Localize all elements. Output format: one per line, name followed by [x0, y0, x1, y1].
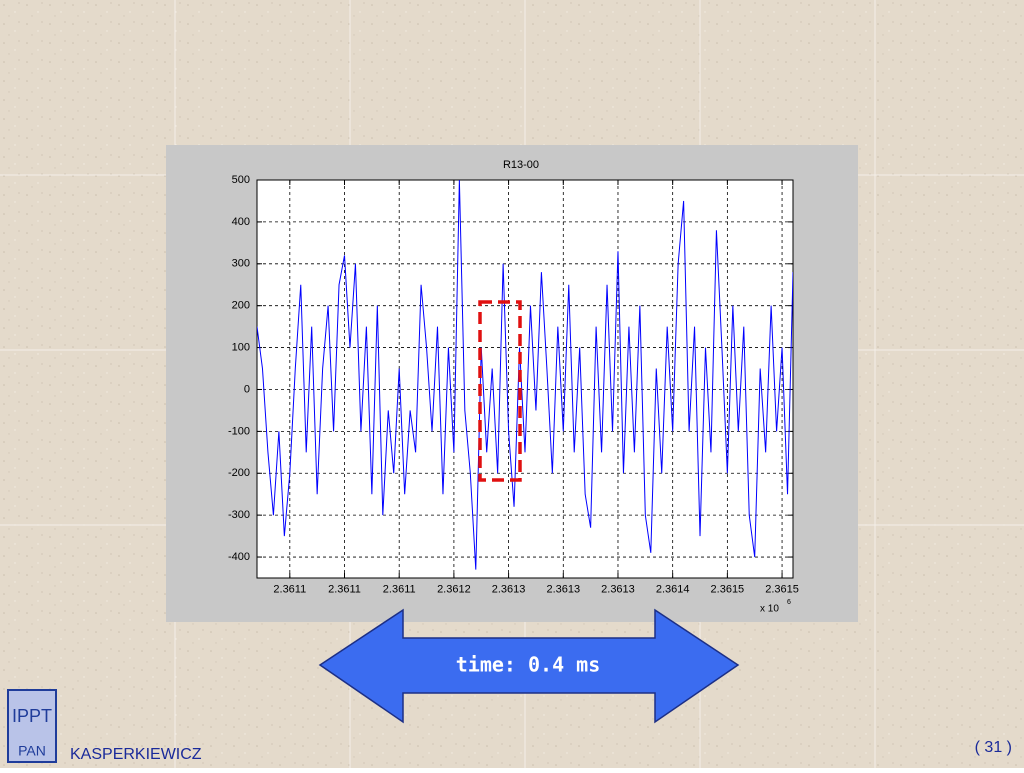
x-tick-label: 2.3613 [492, 583, 526, 595]
arrow-label: time: 0.4 ms [456, 653, 601, 677]
double-arrow [318, 608, 740, 724]
y-tick-label: -100 [228, 425, 250, 437]
x-tick-label: 2.3613 [601, 583, 635, 595]
x-tick-label: 2.3611 [328, 583, 361, 595]
x-tick-label: 2.3612 [437, 583, 471, 595]
x-multiplier: x 10 [760, 604, 779, 615]
author: KASPERKIEWICZ [70, 746, 202, 763]
logo [7, 689, 57, 763]
y-tick-label: 0 [244, 383, 250, 395]
highlight-box [478, 300, 522, 482]
page-number: ( 31 ) [975, 739, 1012, 756]
y-tick-label: -400 [228, 551, 250, 563]
x-tick-label: 2.3614 [656, 583, 690, 595]
x-tick-label: 2.3613 [546, 583, 580, 595]
chart: -400 -300 -200 -100 0 100 200 300 400 500 2.3611 2.… [228, 174, 799, 596]
logo-top: IPPT [12, 706, 52, 726]
signal-line [257, 180, 793, 570]
x-tick-label: 2.3615 [711, 583, 745, 595]
y-tick-label: 500 [232, 174, 250, 186]
y-tick-label: 400 [232, 216, 250, 228]
y-tick-label: 300 [232, 258, 250, 270]
x-tick-label: 2.3615 [765, 583, 799, 595]
logo-bottom: PAN [18, 743, 46, 759]
y-tick-label: -300 [228, 509, 250, 521]
y-tick-label: -200 [228, 467, 250, 479]
x-tick-label: 2.3611 [273, 583, 306, 595]
chart-title: R13-00 [503, 159, 539, 171]
x-multiplier-exponent: 6 [787, 599, 791, 606]
y-tick-label: 100 [232, 341, 250, 353]
x-tick-label: 2.3611 [383, 583, 416, 595]
plot-area [256, 179, 794, 579]
y-tick-label: 200 [232, 300, 250, 312]
